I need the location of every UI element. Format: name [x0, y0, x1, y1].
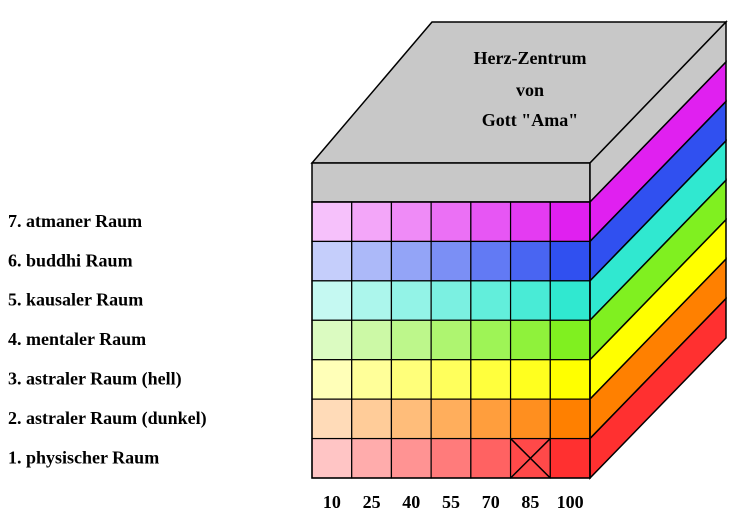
cell	[390, 359, 432, 400]
row-label: 5. kausaler Raum	[8, 290, 143, 310]
cell	[390, 280, 432, 321]
cell	[470, 437, 512, 479]
cell	[351, 437, 393, 479]
cell	[390, 437, 432, 479]
cell	[311, 280, 353, 321]
cell	[509, 359, 551, 400]
cell	[509, 240, 551, 282]
cell	[311, 240, 353, 282]
cell	[351, 240, 393, 282]
cell	[390, 398, 432, 440]
cell	[351, 280, 393, 321]
cell	[549, 398, 591, 440]
cell	[470, 319, 512, 361]
title-line: von	[516, 80, 544, 100]
cell	[470, 398, 512, 440]
cell	[311, 359, 353, 400]
cell	[351, 359, 393, 400]
cell	[549, 359, 591, 400]
cell	[470, 280, 512, 321]
title-line: Herz-Zentrum	[474, 48, 587, 68]
column-label: 85	[521, 492, 539, 512]
row-label: 3. astraler Raum (hell)	[8, 369, 182, 390]
cell	[430, 398, 472, 440]
cell	[470, 359, 512, 400]
cell	[390, 201, 432, 243]
row-label: 7. atmaner Raum	[8, 211, 142, 231]
cell	[509, 319, 551, 361]
front-outline	[311, 201, 591, 479]
cell	[311, 319, 353, 361]
cell	[470, 240, 512, 282]
cell	[430, 240, 472, 282]
column-label: 70	[482, 492, 500, 512]
cell	[351, 201, 393, 243]
cell	[549, 201, 591, 243]
cell	[390, 240, 432, 282]
row-label: 6. buddhi Raum	[8, 250, 133, 270]
cell	[311, 437, 353, 479]
column-label: 25	[363, 492, 381, 512]
cell	[311, 201, 353, 243]
row-label: 2. astraler Raum (dunkel)	[8, 408, 207, 429]
cell	[351, 398, 393, 440]
column-label: 10	[323, 492, 341, 512]
cell	[509, 398, 551, 440]
cell	[430, 437, 472, 479]
cell	[509, 280, 551, 321]
cross-line	[510, 438, 551, 479]
column-label: 40	[402, 492, 420, 512]
column-label: 55	[442, 492, 460, 512]
cell	[351, 319, 393, 361]
row-label: 1. physischer Raum	[8, 447, 159, 467]
row-label: 4. mentaler Raum	[8, 329, 146, 349]
cell	[549, 280, 591, 321]
cell	[549, 319, 591, 361]
cell	[549, 437, 591, 479]
cell	[430, 319, 472, 361]
front-band	[311, 162, 591, 203]
cell	[430, 359, 472, 400]
cell	[509, 201, 551, 243]
cell	[390, 319, 432, 361]
title-line: Gott "Ama"	[482, 110, 578, 130]
column-label: 100	[557, 492, 584, 512]
cell	[430, 201, 472, 243]
cell	[430, 280, 472, 321]
cell	[549, 240, 591, 282]
cell	[470, 201, 512, 243]
cell	[311, 398, 353, 440]
